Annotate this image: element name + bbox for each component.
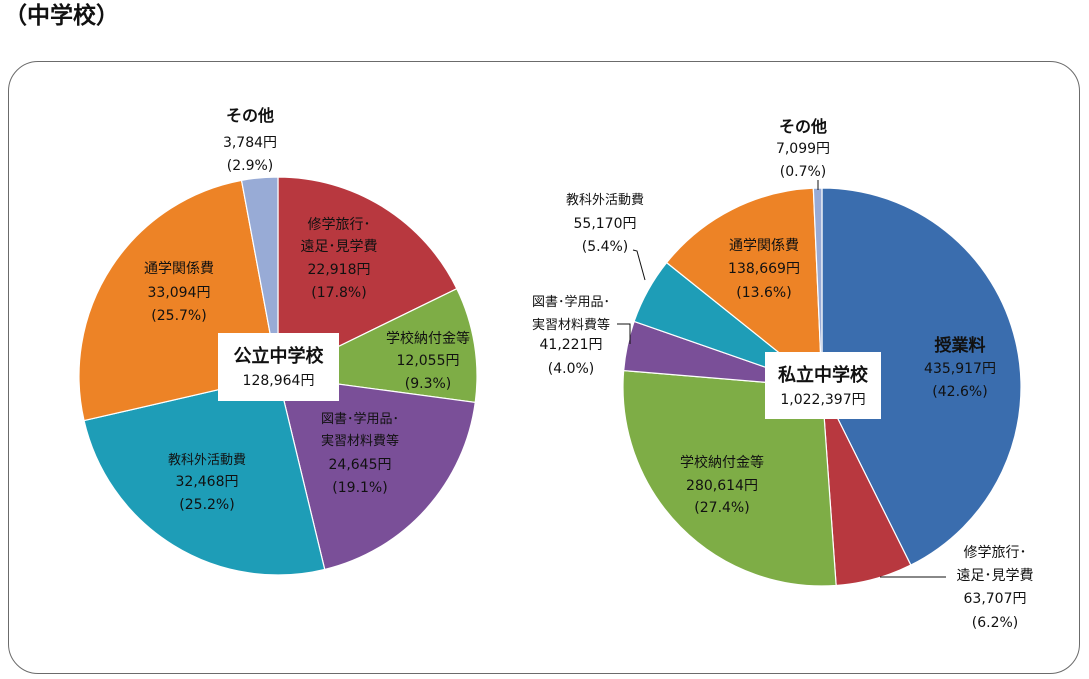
public-school-total: 128,964円 [242,373,315,389]
public-school-pie-slice-4-value: 33,094円 [148,285,211,301]
public-school-pie-slice-1-percent: (9.3%) [405,376,452,392]
public-school-pie-slice-0-value: 22,918円 [308,262,371,278]
public-school-pie-slice-0 [277,176,458,377]
public-school-pie-slice-5-percent: (2.9%) [227,158,274,174]
private-school-pie-slice-2-percent: (27.4%) [694,500,749,516]
public-school-pie-slice-0-label: 遠足･見学費 [301,239,378,255]
private-school-pie-slice-0-value: 435,917円 [924,361,996,377]
public-school-pie-slice-3-label: 教科外活動費 [168,452,246,468]
public-school-pie-slice-2-label: 図書･学用品･ [321,411,399,427]
public-school-pie-slice-1-value: 12,055円 [397,353,460,369]
public-school-center-label: 公立中学校 128,964円 [218,333,339,401]
private-school-pie-slice-3-label: 実習材料費等 [532,317,610,333]
private-school-pie-slice-6-percent: (0.7%) [780,164,827,180]
public-school-pie-slice-5-label: その他 [226,106,274,125]
public-school-pie-slice-2-percent: (19.1%) [332,480,387,496]
private-school-pie-slice-1-percent: (6.2%) [972,615,1019,631]
public-school-pie-slice-4-percent: (25.7%) [151,308,206,324]
private-school-pie-slice-4-percent: (5.4%) [582,239,629,255]
private-school-pie-slice-5-percent: (13.6%) [736,285,791,301]
public-school-pie-slice-2-label: 実習材料費等 [321,433,399,449]
public-school-pie-slice-3-value: 32,468円 [176,474,239,490]
public-school-pie-slice-5 [240,176,279,377]
private-school-pie-slice-4-leader-line [632,249,646,281]
private-school-pie-slice-4-value: 55,170円 [574,216,637,232]
public-school-pie-slice-0-label: 修学旅行･ [308,217,371,233]
public-school-pie-slice-2-value: 24,645円 [329,457,392,473]
private-school-pie-slice-3-value: 41,221円 [540,337,603,353]
private-school-pie-slice-3-leader-line [617,323,631,344]
private-school-pie-slice-2-label: 学校納付金等 [680,454,764,471]
private-school-pie-slice-5 [665,187,823,389]
public-school-pie-slice-5-value: 3,784円 [223,135,277,151]
private-school-pie-slice-2-value: 280,614円 [686,478,758,494]
private-school-pie-slice-0-label: 授業料 [935,335,986,356]
private-school-pie-slice-1-value: 63,707円 [964,591,1027,607]
private-school-pie-slice-6-label: その他 [779,117,827,136]
public-school-pie-slice-2 [277,375,476,571]
private-school-pie-slice-6-value: 7,099円 [776,141,830,157]
private-school-total: 1,022,397円 [780,392,866,408]
public-school-pie-slice-3 [83,375,326,576]
public-school-title: 公立中学校 [233,346,324,367]
private-school-pie-slice-3-percent: (4.0%) [548,361,595,377]
private-school-pie-slice-5-label: 通学関係費 [729,238,799,254]
public-school-pie-slice-4-label: 通学関係費 [144,261,214,277]
private-school-pie-slice-4-label: 教科外活動費 [566,192,644,208]
private-school-pie-slice-1-label: 遠足･見学費 [957,568,1034,584]
public-school-pie-slice-0-percent: (17.8%) [311,285,366,301]
private-school-pie-slice-5-value: 138,669円 [728,261,800,277]
private-school-pie-slice-0-percent: (42.6%) [932,384,987,400]
public-school-pie-slice-3-percent: (25.2%) [179,497,234,513]
private-school-pie-slice-0 [821,187,1022,566]
public-school-pie-slice-1-label: 学校納付金等 [386,330,470,347]
private-school-center-label: 私立中学校 1,022,397円 [765,352,881,419]
private-school-pie-slice-3-label: 図書･学用品･ [532,294,610,310]
section-heading: （中学校） [4,3,119,29]
private-school-pie-slice-2 [622,369,837,587]
private-school-title: 私立中学校 [778,365,868,386]
private-school-pie-slice-1-label: 修学旅行･ [964,545,1027,561]
